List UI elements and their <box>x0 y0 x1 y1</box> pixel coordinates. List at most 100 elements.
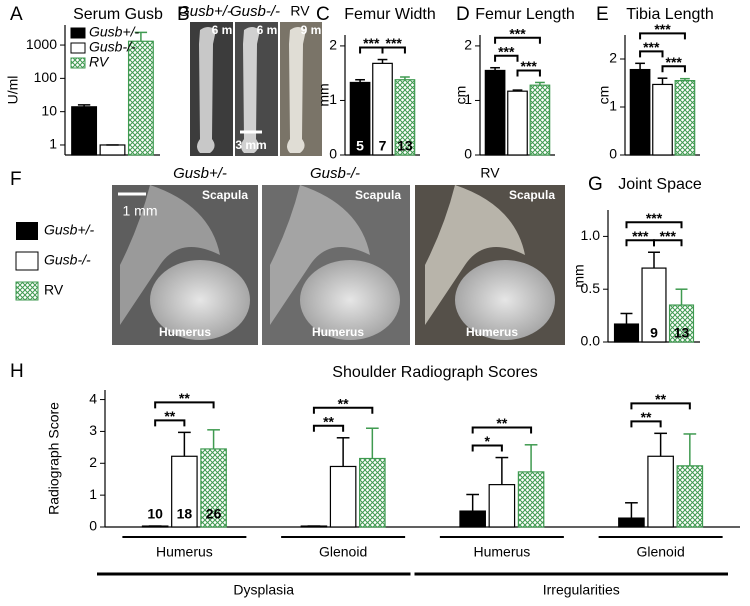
significance-label: ** <box>179 390 190 406</box>
error-bar <box>495 456 509 485</box>
error-bar <box>355 78 365 83</box>
bone <box>197 27 216 153</box>
legend-label: RV <box>89 54 110 70</box>
error-bar <box>657 77 668 85</box>
error-bar <box>680 77 690 81</box>
significance-label: *** <box>386 35 403 51</box>
bar <box>618 517 645 528</box>
age-label: 6 m <box>212 23 233 37</box>
significance-label: ** <box>496 415 507 431</box>
significance-label: *** <box>666 54 683 70</box>
bar <box>359 457 386 528</box>
y-tick-label: 1 <box>329 91 337 107</box>
error-bar <box>365 427 379 459</box>
bone <box>300 260 400 340</box>
significance-label: * <box>485 433 491 449</box>
panel-letter: G <box>588 174 603 195</box>
significance-bracket <box>630 420 662 428</box>
bone <box>150 260 250 340</box>
significance-label: ** <box>655 391 666 407</box>
age-label: 9 m <box>301 23 322 37</box>
image-label: Gusb-/- <box>230 3 280 20</box>
significance-label: *** <box>643 39 660 55</box>
y-tick-label: 10 <box>41 102 57 118</box>
bar <box>71 106 98 156</box>
bar <box>517 471 545 528</box>
legend-label: Gusb+/- <box>44 222 95 238</box>
bar <box>507 90 528 156</box>
significance-bracket <box>154 419 186 427</box>
region-label: Humerus <box>466 325 518 339</box>
n-label: 21 <box>619 325 635 341</box>
y-tick-label: 0.0 <box>581 333 601 349</box>
error-bar <box>654 432 667 457</box>
bar <box>629 68 651 156</box>
error-bar <box>134 31 148 42</box>
error-bar <box>683 433 697 466</box>
significance-label: *** <box>660 228 677 244</box>
bar <box>652 83 673 156</box>
group-label: Dysplasia <box>233 582 294 598</box>
chart-title: Femur Width <box>344 6 436 23</box>
legend-swatch <box>15 281 39 301</box>
error-bar <box>648 251 660 269</box>
significance-label: *** <box>632 228 649 244</box>
y-axis-label: mm <box>316 83 332 106</box>
y-tick-label: 3 <box>89 422 97 438</box>
significance-label: *** <box>654 21 671 37</box>
significance-label: *** <box>646 210 663 226</box>
n-label: 9 <box>650 325 658 341</box>
n-label: 18 <box>177 506 193 522</box>
error-bar <box>535 81 545 86</box>
legend-label: Gusb-/- <box>89 39 136 55</box>
y-tick-label: 1 <box>89 486 97 502</box>
chart-title: Serum Gusb <box>73 6 163 23</box>
significance-bracket <box>494 54 519 62</box>
region-label: Humerus <box>312 325 364 339</box>
significance-label: *** <box>521 58 538 74</box>
significance-label: *** <box>498 43 515 59</box>
panel-letter: H <box>10 361 24 382</box>
y-axis-label: mm <box>571 264 587 287</box>
significance-bracket <box>381 46 406 54</box>
y-axis-label: U/ml <box>5 76 21 105</box>
chart-title: Shoulder Radiograph Scores <box>332 364 537 381</box>
y-tick-label: 2 <box>89 454 97 470</box>
legend-label: Gusb-/- <box>44 252 91 268</box>
significance-label: ** <box>323 413 334 429</box>
significance-bracket <box>639 50 664 58</box>
region-label: Scapula <box>202 188 248 202</box>
significance-bracket <box>471 426 533 434</box>
bar <box>674 79 696 156</box>
significance-label: *** <box>363 35 380 51</box>
bar <box>200 448 227 528</box>
y-tick-label: 1 <box>609 98 617 114</box>
legend-swatch <box>16 222 38 240</box>
shoulder-images: Gusb+/- Gusb-/- RV Scapula Scapula Scapu… <box>112 165 565 345</box>
error-bar <box>178 431 191 457</box>
error-bar <box>400 76 410 80</box>
panel-letter: C <box>316 4 330 25</box>
femur-images: Gusb+/- Gusb-/- RV 6 m 6 m 9 m 3 mm <box>178 3 322 156</box>
significance-bracket <box>653 239 683 247</box>
significance-bracket <box>625 221 683 229</box>
legend-swatch <box>70 42 86 54</box>
y-tick-label: 1 <box>464 91 472 107</box>
bone <box>425 185 525 325</box>
scale-label: 3 mm <box>235 138 266 152</box>
panel-letter: B <box>177 4 190 25</box>
region-label: Scapula <box>509 188 555 202</box>
y-tick-label: 0 <box>464 146 472 162</box>
significance-bracket <box>471 444 503 452</box>
image-label: Gusb-/- <box>310 165 360 182</box>
significance-bracket <box>630 402 691 410</box>
x-tick-label: Humerus <box>473 544 530 560</box>
y-tick-label: 0.5 <box>581 280 601 296</box>
n-label: 7 <box>379 138 387 154</box>
group-label: Irregularities <box>543 582 620 598</box>
panel-letter: F <box>10 169 22 190</box>
significance-label: *** <box>509 25 526 41</box>
bar <box>676 465 704 528</box>
bar <box>488 484 516 528</box>
